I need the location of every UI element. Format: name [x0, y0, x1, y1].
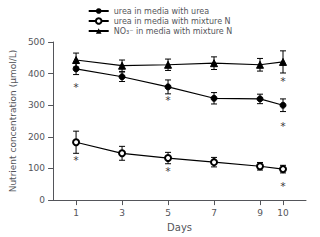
svg-text:500: 500 [28, 37, 45, 47]
svg-text:10: 10 [277, 208, 289, 218]
svg-text:5: 5 [165, 208, 171, 218]
svg-text:7: 7 [211, 208, 217, 218]
svg-text:0: 0 [39, 195, 45, 205]
svg-text:NO₃⁻ in media with mixture N: NO₃⁻ in media with mixture N [114, 27, 233, 36]
svg-text:Days: Days [167, 222, 192, 233]
svg-text:urea in media with urea: urea in media with urea [114, 7, 209, 16]
svg-text:200: 200 [28, 132, 45, 142]
svg-text:100: 100 [28, 163, 45, 173]
svg-text:*: * [165, 165, 171, 178]
svg-text:*: * [165, 94, 171, 107]
svg-text:9: 9 [257, 208, 263, 218]
svg-text:Nutrient concentration (μmol/L: Nutrient concentration (μmol/L) [8, 50, 18, 193]
svg-text:*: * [280, 120, 286, 133]
svg-text:400: 400 [28, 69, 45, 79]
svg-text:*: * [280, 75, 286, 88]
svg-text:*: * [280, 180, 286, 193]
svg-text:*: * [73, 154, 79, 167]
svg-text:*: * [73, 81, 79, 94]
svg-text:300: 300 [28, 100, 45, 110]
svg-text:1: 1 [73, 208, 79, 218]
svg-text:urea in media with mixture N: urea in media with mixture N [114, 17, 231, 26]
svg-text:3: 3 [119, 208, 125, 218]
